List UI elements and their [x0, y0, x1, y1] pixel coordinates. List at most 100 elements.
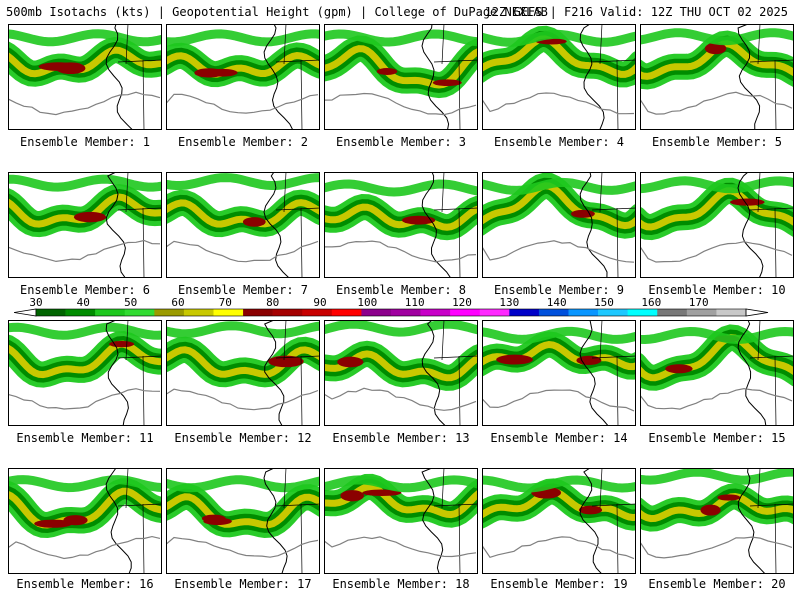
colorbar-segment: [302, 309, 333, 316]
ensemble-member-map: [640, 468, 794, 574]
member-map-canvas: [166, 468, 320, 574]
political-borders: [591, 24, 636, 130]
ensemble-member-label: Ensemble Member: 2: [177, 135, 309, 149]
political-borders: [275, 172, 320, 278]
colorbar-tick-label: 150: [594, 296, 614, 309]
colorbar-tick-label: 160: [641, 296, 662, 309]
panel-frame: [640, 320, 794, 426]
isotach-band-inner: [166, 199, 320, 228]
colorbar-tick-label: 70: [218, 296, 232, 309]
political-borders: [433, 172, 478, 278]
jet-core-maximum: [362, 489, 402, 497]
colorbar-segment: [657, 309, 688, 316]
political-borders: [591, 468, 636, 574]
coastline: [263, 24, 294, 130]
member-map-canvas: [482, 468, 636, 574]
jet-core-maximum: [665, 364, 693, 374]
ensemble-member-map: [166, 24, 320, 130]
jet-core-maximum: [268, 355, 304, 368]
political-borders: [117, 172, 162, 278]
colorbar-tick-label: 100: [357, 296, 378, 309]
ensemble-member-label: Ensemble Member: 10: [648, 283, 786, 297]
colorbar-segment: [36, 309, 66, 316]
isotach-band-north: [640, 468, 794, 485]
member-map-canvas: [482, 24, 636, 130]
isotach-band-north: [482, 475, 636, 493]
member-map-canvas: [640, 320, 794, 426]
jet-core-maximum: [432, 79, 462, 87]
height-contour: [640, 536, 793, 559]
colorbar-segment: [124, 309, 155, 316]
coastline: [737, 24, 761, 130]
ensemble-member-label: Ensemble Member: 3: [335, 135, 467, 149]
panel-frame: [8, 468, 162, 574]
jet-core-maximum: [63, 515, 88, 526]
member-map-canvas: [166, 172, 320, 278]
member-map-canvas: [8, 172, 162, 278]
panel-frame: [324, 468, 478, 574]
panel-frame: [166, 172, 320, 278]
ensemble-member-label: Ensemble Member: 16: [16, 577, 154, 591]
isotach-band-north: [640, 28, 794, 46]
ensemble-member-map: [482, 172, 636, 278]
isotach-band-north: [482, 326, 636, 344]
political-borders: [591, 172, 636, 278]
ensemble-member-label: Ensemble Member: 7: [177, 283, 309, 297]
colorbar-segment: [598, 309, 628, 316]
colorbar-tick-label: 50: [124, 296, 138, 309]
colorbar-segment: [479, 309, 510, 316]
panel-frame: [8, 320, 162, 426]
colorbar-segment: [450, 309, 481, 316]
height-contour: [166, 240, 319, 263]
colorbar-segment: [331, 309, 362, 316]
colorbar-scale: [14, 308, 769, 317]
jet-core-maximum: [704, 42, 727, 55]
ensemble-member-map: [324, 320, 478, 426]
panel-frame: [640, 468, 794, 574]
ensemble-member-label: Ensemble Member: 19: [490, 577, 628, 591]
panel-frame: [166, 468, 320, 574]
isotach-band-north: [8, 322, 162, 340]
colorbar-tick-label: 120: [452, 296, 472, 309]
ensemble-member-label: Ensemble Member: 9: [493, 283, 625, 297]
member-map-canvas: [8, 320, 162, 426]
member-map-canvas: [324, 24, 478, 130]
isotach-band-inner: [482, 182, 636, 230]
height-contour: [482, 240, 635, 263]
colorbar-segment: [272, 309, 303, 316]
coastline: [263, 172, 290, 278]
isotach-band-north: [166, 29, 320, 47]
jet-core-maximum: [496, 354, 534, 365]
isotach-band-north: [482, 177, 636, 195]
ensemble-member-label: Ensemble Member: 15: [648, 431, 786, 445]
jet-core-maximum: [717, 494, 741, 501]
colorbar-segment: [65, 309, 96, 316]
jet-core-maximum: [242, 217, 266, 227]
ensemble-member-map: [8, 468, 162, 574]
coastline: [105, 320, 129, 426]
member-map-canvas: [640, 468, 794, 574]
height-contour: [8, 535, 161, 560]
jet-core-maximum: [194, 68, 224, 78]
panel-frame: [166, 320, 320, 426]
political-borders: [749, 24, 794, 130]
ensemble-member-label: Ensemble Member: 6: [19, 283, 151, 297]
jet-core-maximum: [34, 519, 73, 528]
member-map-canvas: [8, 468, 162, 574]
colorbar-segment: [509, 309, 540, 316]
ensemble-member-map: [482, 24, 636, 130]
coastline: [421, 24, 450, 130]
height-contour: [324, 240, 477, 263]
ensemble-member-map: [8, 172, 162, 278]
jet-core-maximum: [376, 68, 398, 75]
panel-frame: [166, 24, 320, 130]
coastline: [737, 468, 766, 574]
ensemble-member-label: Ensemble Member: 11: [16, 431, 154, 445]
isotach-band-north: [640, 176, 794, 194]
member-map-canvas: [8, 24, 162, 130]
ensemble-member-label: Ensemble Member: 14: [490, 431, 628, 445]
panel-frame: [482, 320, 636, 426]
ensemble-member-map: [324, 172, 478, 278]
colorbar-tick-label: 80: [266, 296, 280, 309]
member-map-canvas: [482, 320, 636, 426]
